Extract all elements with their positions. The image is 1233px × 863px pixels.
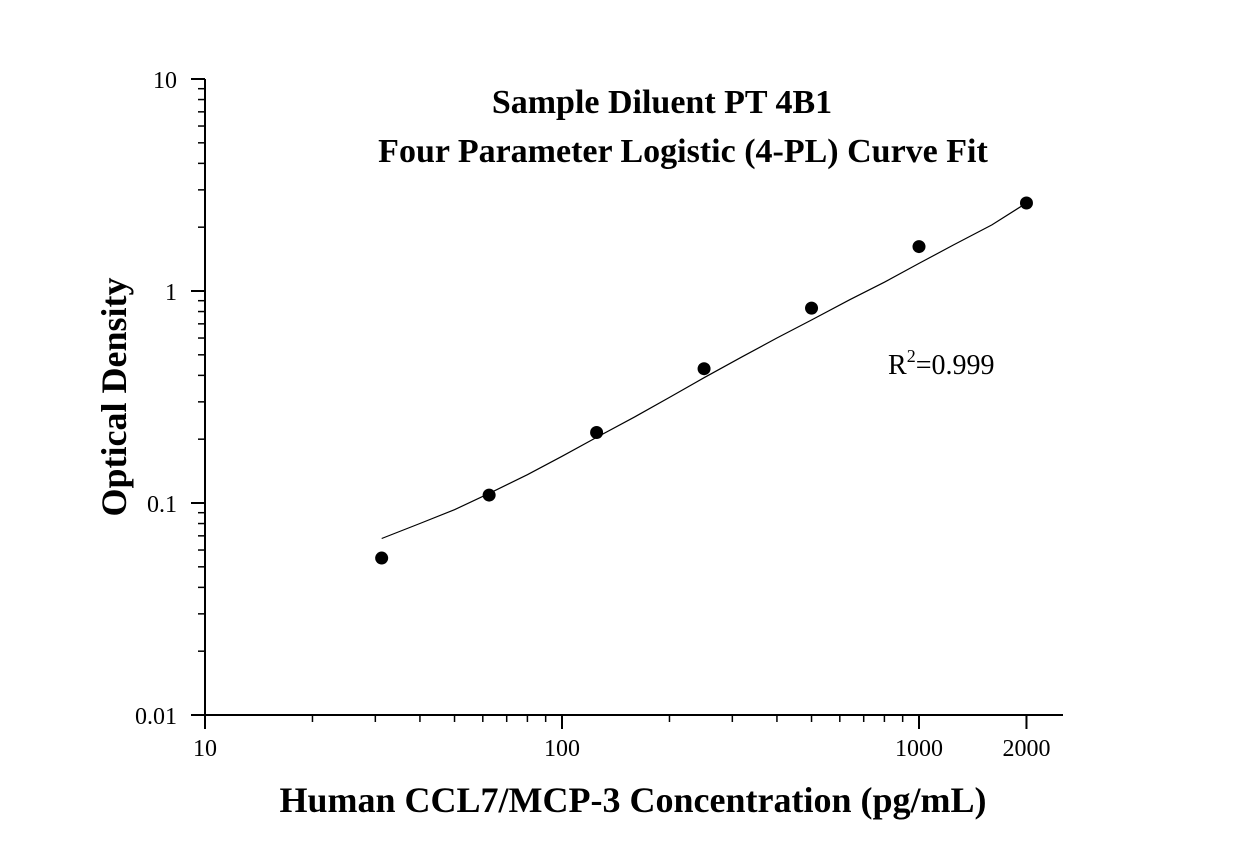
x-tick-label: 10 xyxy=(193,736,217,762)
y-tick-label: 1 xyxy=(165,280,177,306)
y-axis-label: Optical Density xyxy=(94,278,134,517)
r-squared-value: =0.999 xyxy=(916,350,995,381)
r-squared-base: R xyxy=(888,350,907,381)
data-point xyxy=(375,551,389,565)
y-axis-major-ticks xyxy=(191,78,205,716)
y-axis-tick-labels: 0.01 0.1 1 10 xyxy=(135,68,177,730)
x-axis-label: Human CCL7/MCP-3 Concentration (pg/mL) xyxy=(280,780,987,820)
data-point xyxy=(482,488,496,502)
data-points xyxy=(375,196,1033,565)
x-tick-label: 100 xyxy=(544,736,580,762)
x-tick-label: 2000 xyxy=(1002,736,1050,762)
data-point xyxy=(912,240,926,254)
r-squared-superscript: 2 xyxy=(907,346,916,366)
data-point xyxy=(697,362,711,376)
chart-title: Sample Diluent PT 4B1 xyxy=(492,84,832,121)
data-point xyxy=(805,301,819,315)
y-tick-label: 0.01 xyxy=(135,704,177,730)
data-point xyxy=(1019,196,1033,210)
x-axis-major-ticks xyxy=(204,715,1028,729)
r-squared-annotation: R2=0.999 xyxy=(888,346,994,381)
x-tick-label: 1000 xyxy=(895,736,943,762)
chart-subtitle: Four Parameter Logistic (4-PL) Curve Fit xyxy=(378,133,988,170)
y-tick-label: 10 xyxy=(153,68,177,94)
y-axis-minor-ticks xyxy=(198,87,205,652)
data-point xyxy=(590,426,604,440)
y-tick-label: 0.1 xyxy=(147,492,177,518)
x-axis-tick-labels: 10 100 1000 2000 xyxy=(193,736,1050,762)
